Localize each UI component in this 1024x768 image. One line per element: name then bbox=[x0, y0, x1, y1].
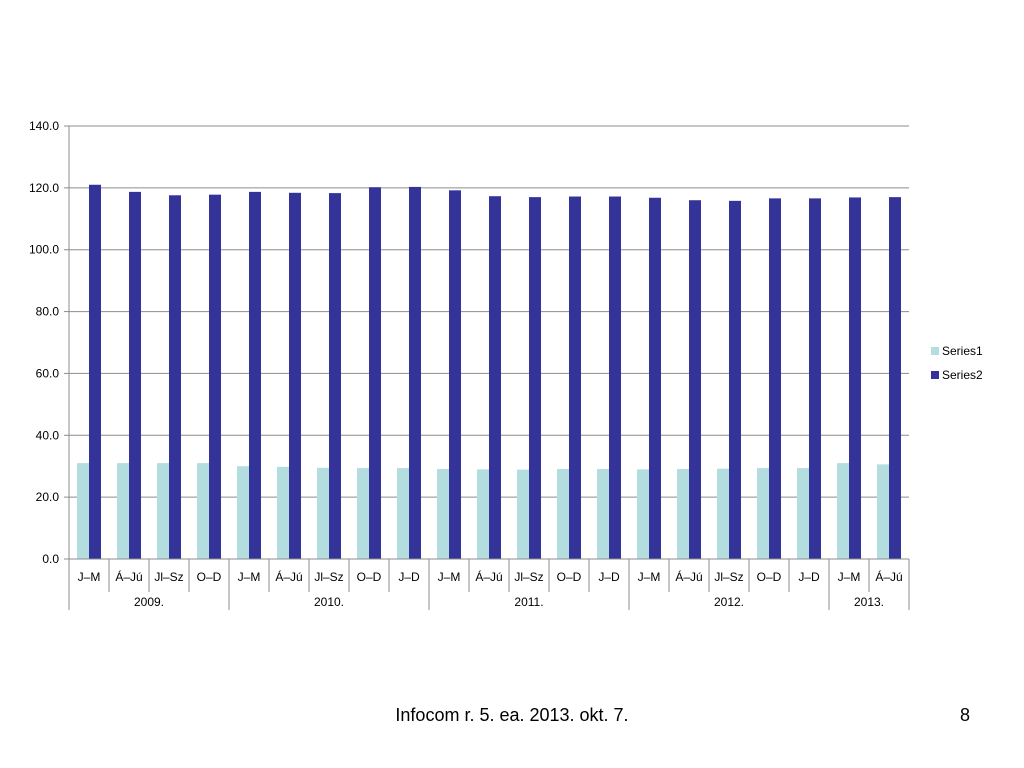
bar-series1 bbox=[837, 463, 849, 559]
x-category-label: Á–Jú bbox=[275, 569, 302, 584]
bar-series2 bbox=[409, 186, 421, 559]
x-category-label: J–M bbox=[438, 570, 461, 584]
bar-series2 bbox=[529, 197, 541, 559]
x-category-label: J–D bbox=[598, 570, 620, 584]
x-category-label: Á–Jú bbox=[675, 569, 702, 584]
x-category-label: J–M bbox=[838, 570, 861, 584]
y-tick-label: 60.0 bbox=[36, 366, 60, 380]
bar-series2 bbox=[769, 198, 781, 559]
slide-footer: Infocom r. 5. ea. 2013. okt. 7. 8 bbox=[0, 705, 1024, 731]
bar-series1 bbox=[197, 463, 209, 559]
y-tick-label: 140.0 bbox=[29, 119, 59, 133]
bar-series1 bbox=[677, 468, 689, 559]
x-category-label: J–D bbox=[798, 570, 820, 584]
bar-series2 bbox=[849, 197, 861, 559]
y-tick-label: 80.0 bbox=[36, 305, 60, 319]
bar-series2 bbox=[489, 196, 501, 559]
bar-series1 bbox=[277, 466, 289, 559]
x-category-label: Á–Jú bbox=[475, 569, 502, 584]
y-axis: 0.0 20.0 40.0 60.0 80.0 100.0 120.0 140.0 bbox=[29, 119, 70, 566]
x-category-label: O–D bbox=[357, 570, 382, 584]
legend-label: Series1 bbox=[942, 344, 983, 358]
bars bbox=[77, 184, 901, 560]
legend-swatch bbox=[931, 371, 939, 379]
legend-swatch bbox=[931, 347, 939, 355]
bar-series1 bbox=[557, 468, 569, 559]
bar-series2 bbox=[89, 184, 101, 559]
y-tick-label: 100.0 bbox=[29, 243, 59, 257]
y-tick-label: 20.0 bbox=[36, 490, 60, 504]
x-category-label: Jl–Sz bbox=[314, 570, 343, 584]
bar-series1 bbox=[77, 463, 89, 559]
x-category-label: J–M bbox=[78, 570, 101, 584]
x-category-label: Á–Jú bbox=[875, 569, 902, 584]
x-group-label: 2012. bbox=[714, 595, 744, 609]
bar-series2 bbox=[249, 191, 261, 559]
bar-series2 bbox=[169, 195, 181, 559]
page-number: 8 bbox=[959, 705, 970, 725]
bar-chart: 0.0 20.0 40.0 60.0 80.0 100.0 120.0 140.0 J–M Á–… bbox=[29, 119, 983, 610]
x-category-label: J–D bbox=[398, 570, 420, 584]
bar-series1 bbox=[157, 463, 169, 559]
bar-series1 bbox=[357, 468, 369, 559]
bar-series1 bbox=[237, 466, 249, 559]
x-category-label: Jl–Sz bbox=[154, 570, 183, 584]
x-category-label: J–M bbox=[638, 570, 661, 584]
x-axis: J–M Á–Jú Jl–Sz O–D J–M Á–Jú Jl–Sz O–D J–D J–M Á–Jú… bbox=[68, 558, 910, 610]
bar-series2 bbox=[569, 196, 581, 559]
x-category-label: Á–Jú bbox=[115, 569, 142, 584]
bar-series2 bbox=[129, 191, 141, 559]
x-category-label: Jl–Sz bbox=[714, 570, 743, 584]
y-tick-label: 120.0 bbox=[29, 181, 59, 195]
x-category-label: O–D bbox=[557, 570, 582, 584]
footer-text: Infocom r. 5. ea. 2013. okt. 7. bbox=[395, 705, 629, 725]
bar-series2 bbox=[729, 200, 741, 559]
legend: Series1 Series2 bbox=[931, 344, 983, 382]
bar-series1 bbox=[397, 468, 409, 559]
bar-series2 bbox=[649, 197, 661, 560]
bar-series1 bbox=[477, 469, 489, 559]
bar-series1 bbox=[117, 463, 129, 559]
x-category-label: Jl–Sz bbox=[514, 570, 543, 584]
x-group-label: 2010. bbox=[314, 595, 344, 609]
bar-series2 bbox=[449, 190, 461, 559]
bar-series1 bbox=[757, 468, 769, 559]
x-category-label: O–D bbox=[757, 570, 782, 584]
bar-series2 bbox=[209, 194, 221, 559]
bar-series2 bbox=[889, 197, 901, 559]
bar-series2 bbox=[809, 198, 821, 559]
bar-series1 bbox=[717, 468, 729, 559]
bar-series1 bbox=[437, 468, 449, 559]
bar-series2 bbox=[289, 192, 301, 559]
x-category-label: O–D bbox=[197, 570, 222, 584]
bar-series1 bbox=[877, 464, 889, 559]
bar-series1 bbox=[597, 468, 609, 559]
x-group-label: 2011. bbox=[514, 595, 543, 609]
bar-series1 bbox=[517, 469, 529, 559]
bar-series2 bbox=[609, 196, 621, 559]
x-category-label: J–M bbox=[238, 570, 261, 584]
bar-series1 bbox=[797, 468, 809, 559]
y-tick-label: 0.0 bbox=[42, 552, 59, 566]
legend-label: Series2 bbox=[942, 368, 983, 382]
bar-series2 bbox=[369, 187, 381, 559]
x-group-label: 2009. bbox=[134, 595, 164, 609]
bar-series1 bbox=[317, 467, 329, 559]
y-tick-label: 40.0 bbox=[36, 428, 60, 442]
bar-series2 bbox=[689, 200, 701, 559]
bar-series2 bbox=[329, 193, 341, 560]
x-group-label: 2013. bbox=[854, 595, 884, 609]
bar-series1 bbox=[637, 469, 649, 559]
